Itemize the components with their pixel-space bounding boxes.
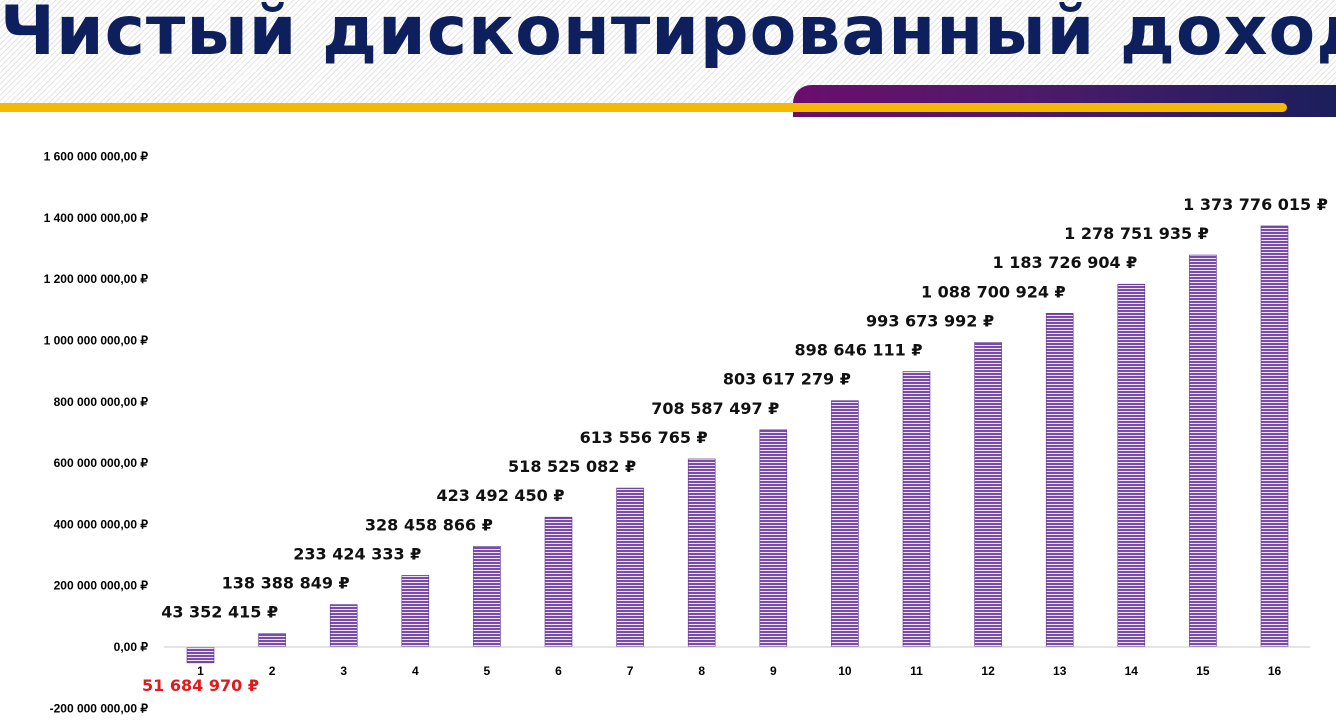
y-tick-label: 200 000 000,00 ₽	[54, 579, 149, 593]
x-tick-label: 8	[698, 664, 705, 678]
x-tick-label: 3	[340, 664, 347, 678]
data-label: 1 278 751 935 ₽	[1064, 224, 1209, 243]
bar	[1045, 313, 1074, 648]
bar	[616, 487, 644, 648]
header-accent-gold-line	[0, 103, 1287, 112]
data-label: 898 646 111 ₽	[794, 341, 922, 360]
bar	[1260, 225, 1289, 648]
bar	[186, 646, 215, 664]
bar	[902, 371, 931, 648]
bar	[974, 342, 1002, 648]
bar	[329, 604, 358, 648]
x-tick-label: 13	[1053, 664, 1067, 678]
x-tick-label: 9	[770, 664, 777, 678]
bar	[544, 516, 573, 648]
y-tick-label: 1 200 000 000,00 ₽	[44, 272, 149, 286]
x-tick-label: 4	[412, 664, 419, 678]
data-label: 233 424 333 ₽	[293, 544, 421, 563]
page-title: Чистый дисконтированный доход	[0, 0, 1336, 71]
bar	[258, 633, 286, 648]
y-tick-label: 600 000 000,00 ₽	[54, 456, 149, 470]
data-label: 328 458 866 ₽	[365, 515, 493, 534]
x-tick-label: 5	[484, 664, 491, 678]
y-tick-label: 400 000 000,00 ₽	[54, 517, 149, 531]
y-tick-label: 800 000 000,00 ₽	[54, 395, 149, 409]
y-tick-label: 0,00 ₽	[114, 640, 149, 654]
bars	[186, 225, 1289, 664]
x-tick-label: 6	[555, 664, 562, 678]
data-label: 138 388 849 ₽	[222, 574, 350, 593]
data-label: 43 352 415 ₽	[161, 603, 278, 622]
data-label: 803 617 279 ₽	[723, 370, 851, 389]
bar	[831, 400, 859, 648]
x-tick-label: 16	[1268, 664, 1282, 678]
y-tick-label: 1 000 000 000,00 ₽	[44, 334, 149, 348]
bar	[687, 458, 716, 648]
bar	[759, 429, 788, 648]
y-tick-label: 1 400 000 000,00 ₽	[44, 211, 149, 225]
bar	[1189, 254, 1217, 648]
data-label: 613 556 765 ₽	[580, 428, 708, 447]
x-tick-label: 1	[197, 664, 204, 678]
data-label: 51 684 970 ₽	[142, 676, 259, 695]
x-tick-label: 12	[981, 664, 995, 678]
x-tick-label: 14	[1125, 664, 1139, 678]
y-tick-label: 1 600 000 000,00 ₽	[44, 150, 149, 164]
data-label: 518 525 082 ₽	[508, 457, 636, 476]
data-label: 1 183 726 904 ₽	[993, 253, 1138, 272]
x-tick-label: 15	[1196, 664, 1210, 678]
x-tick-label: 10	[838, 664, 852, 678]
x-tick-label: 7	[627, 664, 634, 678]
x-axis: 1 2 3 4 5 6 7 8 9 10 11 12 13 14 15 16	[197, 664, 1281, 678]
bar	[1117, 283, 1146, 648]
y-tick-label: -200 000 000,00 ₽	[50, 701, 149, 715]
x-tick-label: 11	[910, 664, 923, 678]
data-labels: 51 684 970 ₽43 352 415 ₽138 388 849 ₽233…	[142, 195, 1328, 695]
data-label: 423 492 450 ₽	[436, 486, 564, 505]
y-axis: 1 600 000 000,00 ₽ 1 400 000 000,00 ₽ 1 20…	[44, 150, 149, 716]
data-label: 708 587 497 ₽	[651, 399, 779, 418]
bar	[473, 546, 501, 648]
bar	[401, 575, 430, 648]
data-label: 1 088 700 924 ₽	[921, 282, 1066, 301]
x-tick-label: 2	[269, 664, 276, 678]
data-label: 993 673 992 ₽	[866, 311, 994, 330]
data-label: 1 373 776 015 ₽	[1183, 195, 1328, 214]
